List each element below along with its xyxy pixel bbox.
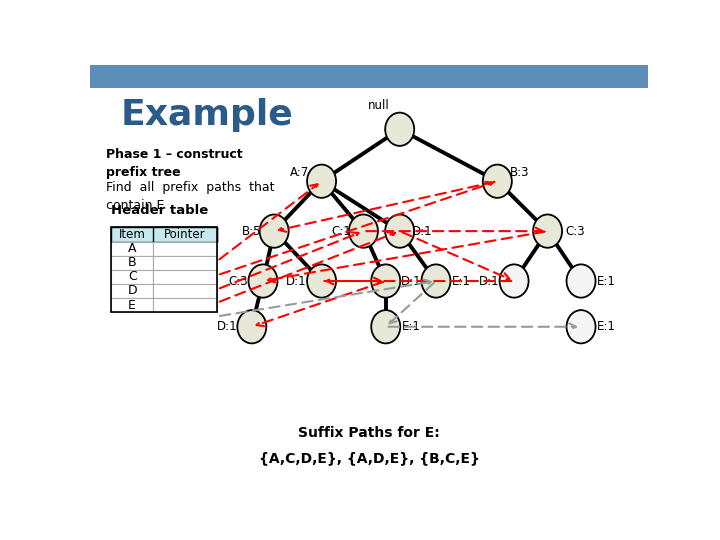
Bar xyxy=(153,270,217,284)
Text: Item: Item xyxy=(119,228,145,241)
Text: C:3: C:3 xyxy=(228,274,248,287)
Bar xyxy=(153,284,217,298)
Bar xyxy=(153,255,217,270)
Ellipse shape xyxy=(307,265,336,298)
Text: D:1: D:1 xyxy=(479,274,499,287)
Ellipse shape xyxy=(260,214,289,248)
Text: E:1: E:1 xyxy=(597,274,616,287)
Bar xyxy=(111,270,153,284)
Bar xyxy=(111,298,153,312)
Text: D:1: D:1 xyxy=(286,274,307,287)
Text: D: D xyxy=(127,285,137,298)
Text: D:1: D:1 xyxy=(412,225,432,238)
Ellipse shape xyxy=(500,265,528,298)
Text: null: null xyxy=(368,99,390,112)
Ellipse shape xyxy=(385,214,414,248)
Ellipse shape xyxy=(372,310,400,343)
Ellipse shape xyxy=(483,165,512,198)
Text: {A,C,D,E}, {A,D,E}, {B,C,E}: {A,C,D,E}, {A,D,E}, {B,C,E} xyxy=(258,451,480,465)
Text: A:7: A:7 xyxy=(289,166,309,179)
Bar xyxy=(111,227,217,312)
Text: E:1: E:1 xyxy=(402,320,420,333)
Text: E:1: E:1 xyxy=(597,320,616,333)
Text: C:3: C:3 xyxy=(566,225,585,238)
Ellipse shape xyxy=(567,310,595,343)
Text: E:1: E:1 xyxy=(451,274,470,287)
Text: C: C xyxy=(127,271,137,284)
Bar xyxy=(111,255,153,270)
Text: Header table: Header table xyxy=(111,204,209,217)
Text: D:1: D:1 xyxy=(217,320,237,333)
Text: Find  all  prefix  paths  that
contain E: Find all prefix paths that contain E xyxy=(106,181,274,212)
Text: Suffix Paths for E:: Suffix Paths for E: xyxy=(298,426,440,440)
Bar xyxy=(153,241,217,255)
Ellipse shape xyxy=(248,265,277,298)
Text: Pointer: Pointer xyxy=(164,228,206,241)
Bar xyxy=(111,227,217,241)
Text: A: A xyxy=(128,242,136,255)
Text: D:1: D:1 xyxy=(400,274,421,287)
Ellipse shape xyxy=(307,165,336,198)
Text: C:1: C:1 xyxy=(331,225,351,238)
Text: Example: Example xyxy=(121,98,294,132)
Ellipse shape xyxy=(385,113,414,146)
Text: B:5: B:5 xyxy=(242,225,261,238)
Bar xyxy=(153,298,217,312)
Text: B:3: B:3 xyxy=(510,166,529,179)
Ellipse shape xyxy=(372,265,400,298)
Ellipse shape xyxy=(349,214,378,248)
Ellipse shape xyxy=(421,265,451,298)
Text: Phase 1 – construct
prefix tree: Phase 1 – construct prefix tree xyxy=(106,148,242,179)
Bar xyxy=(153,227,217,241)
Text: B: B xyxy=(128,256,137,269)
Ellipse shape xyxy=(567,265,595,298)
Bar xyxy=(90,65,648,87)
Ellipse shape xyxy=(238,310,266,343)
Bar xyxy=(111,241,153,255)
Bar xyxy=(111,284,153,298)
Ellipse shape xyxy=(533,214,562,248)
Text: E: E xyxy=(128,299,136,312)
